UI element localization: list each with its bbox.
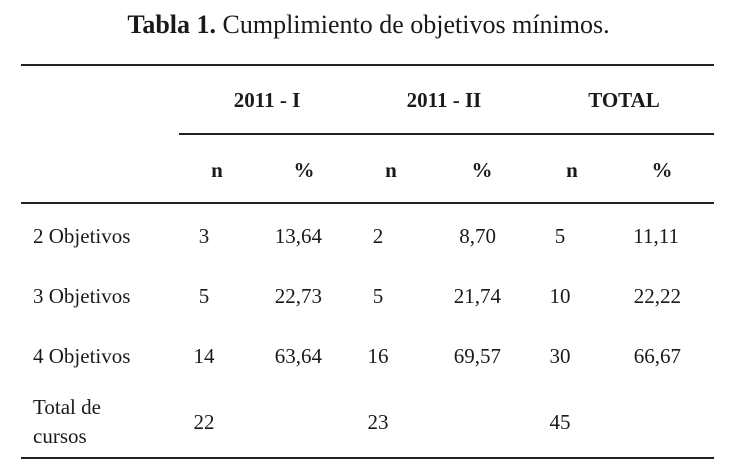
header-rule [21,202,714,204]
cell-total-n-total: 45 [549,410,571,434]
cell-2obj-n-2011-i: 3 [198,224,210,248]
cell-4obj-n-2011-i: 14 [193,344,215,368]
subheader-n-2011-ii: n [385,158,397,182]
total-label-line2: cursos [33,424,87,448]
cell-3obj-n-2011-ii: 5 [372,284,384,308]
group-rule [179,133,714,135]
cell-2obj-pct-2011-ii: 8,70 [459,224,496,248]
cell-total-n-2011-i: 22 [193,410,215,434]
cell-4obj-n-2011-ii: 16 [367,344,389,368]
cell-2obj-pct-2011-i: 13,64 [274,224,322,248]
subheader-n-total: n [566,158,578,182]
subheader-n-2011-i: n [211,158,223,182]
cell-3obj-n-2011-i: 5 [198,284,210,308]
cell-3obj-pct-total: 22,22 [633,284,681,308]
cell-3obj-n-total: 10 [549,284,571,308]
top-rule [21,64,714,66]
cell-3obj-pct-2011-ii: 21,74 [453,284,501,308]
subheader-pct-2011-i: % [293,158,315,182]
cell-4obj-pct-2011-ii: 69,57 [453,344,501,368]
cell-3obj-pct-2011-i: 22,73 [274,284,322,308]
subheader-pct-2011-ii: % [471,158,493,182]
cell-4obj-pct-2011-i: 63,64 [274,344,322,368]
row-label-2-objetivos: 2 Objetivos [33,224,131,248]
total-label-line1: Total de [33,395,101,419]
group-header-2011-i: 2011 - I [233,88,301,112]
cell-2obj-n-2011-ii: 2 [372,224,384,248]
row-label-4-objetivos: 4 Objetivos [33,344,131,368]
group-header-total: TOTAL [588,88,660,112]
caption-text: Cumplimiento de objetivos mínimos. [216,10,610,39]
cell-2obj-pct-total: 11,11 [633,224,679,248]
caption-label: Tabla 1. [127,10,217,39]
cell-4obj-pct-total: 66,67 [633,344,681,368]
group-header-2011-ii: 2011 - II [406,88,482,112]
cell-4obj-n-total: 30 [549,344,571,368]
cell-2obj-n-total: 5 [554,224,566,248]
cell-total-n-2011-ii: 23 [367,410,389,434]
table-caption: Tabla 1. Cumplimiento de objetivos mínim… [0,8,737,42]
row-label-total-de-cursos: Total de cursos [33,393,143,451]
subheader-pct-total: % [651,158,673,182]
row-label-3-objetivos: 3 Objetivos [33,284,131,308]
bottom-rule [21,457,714,459]
